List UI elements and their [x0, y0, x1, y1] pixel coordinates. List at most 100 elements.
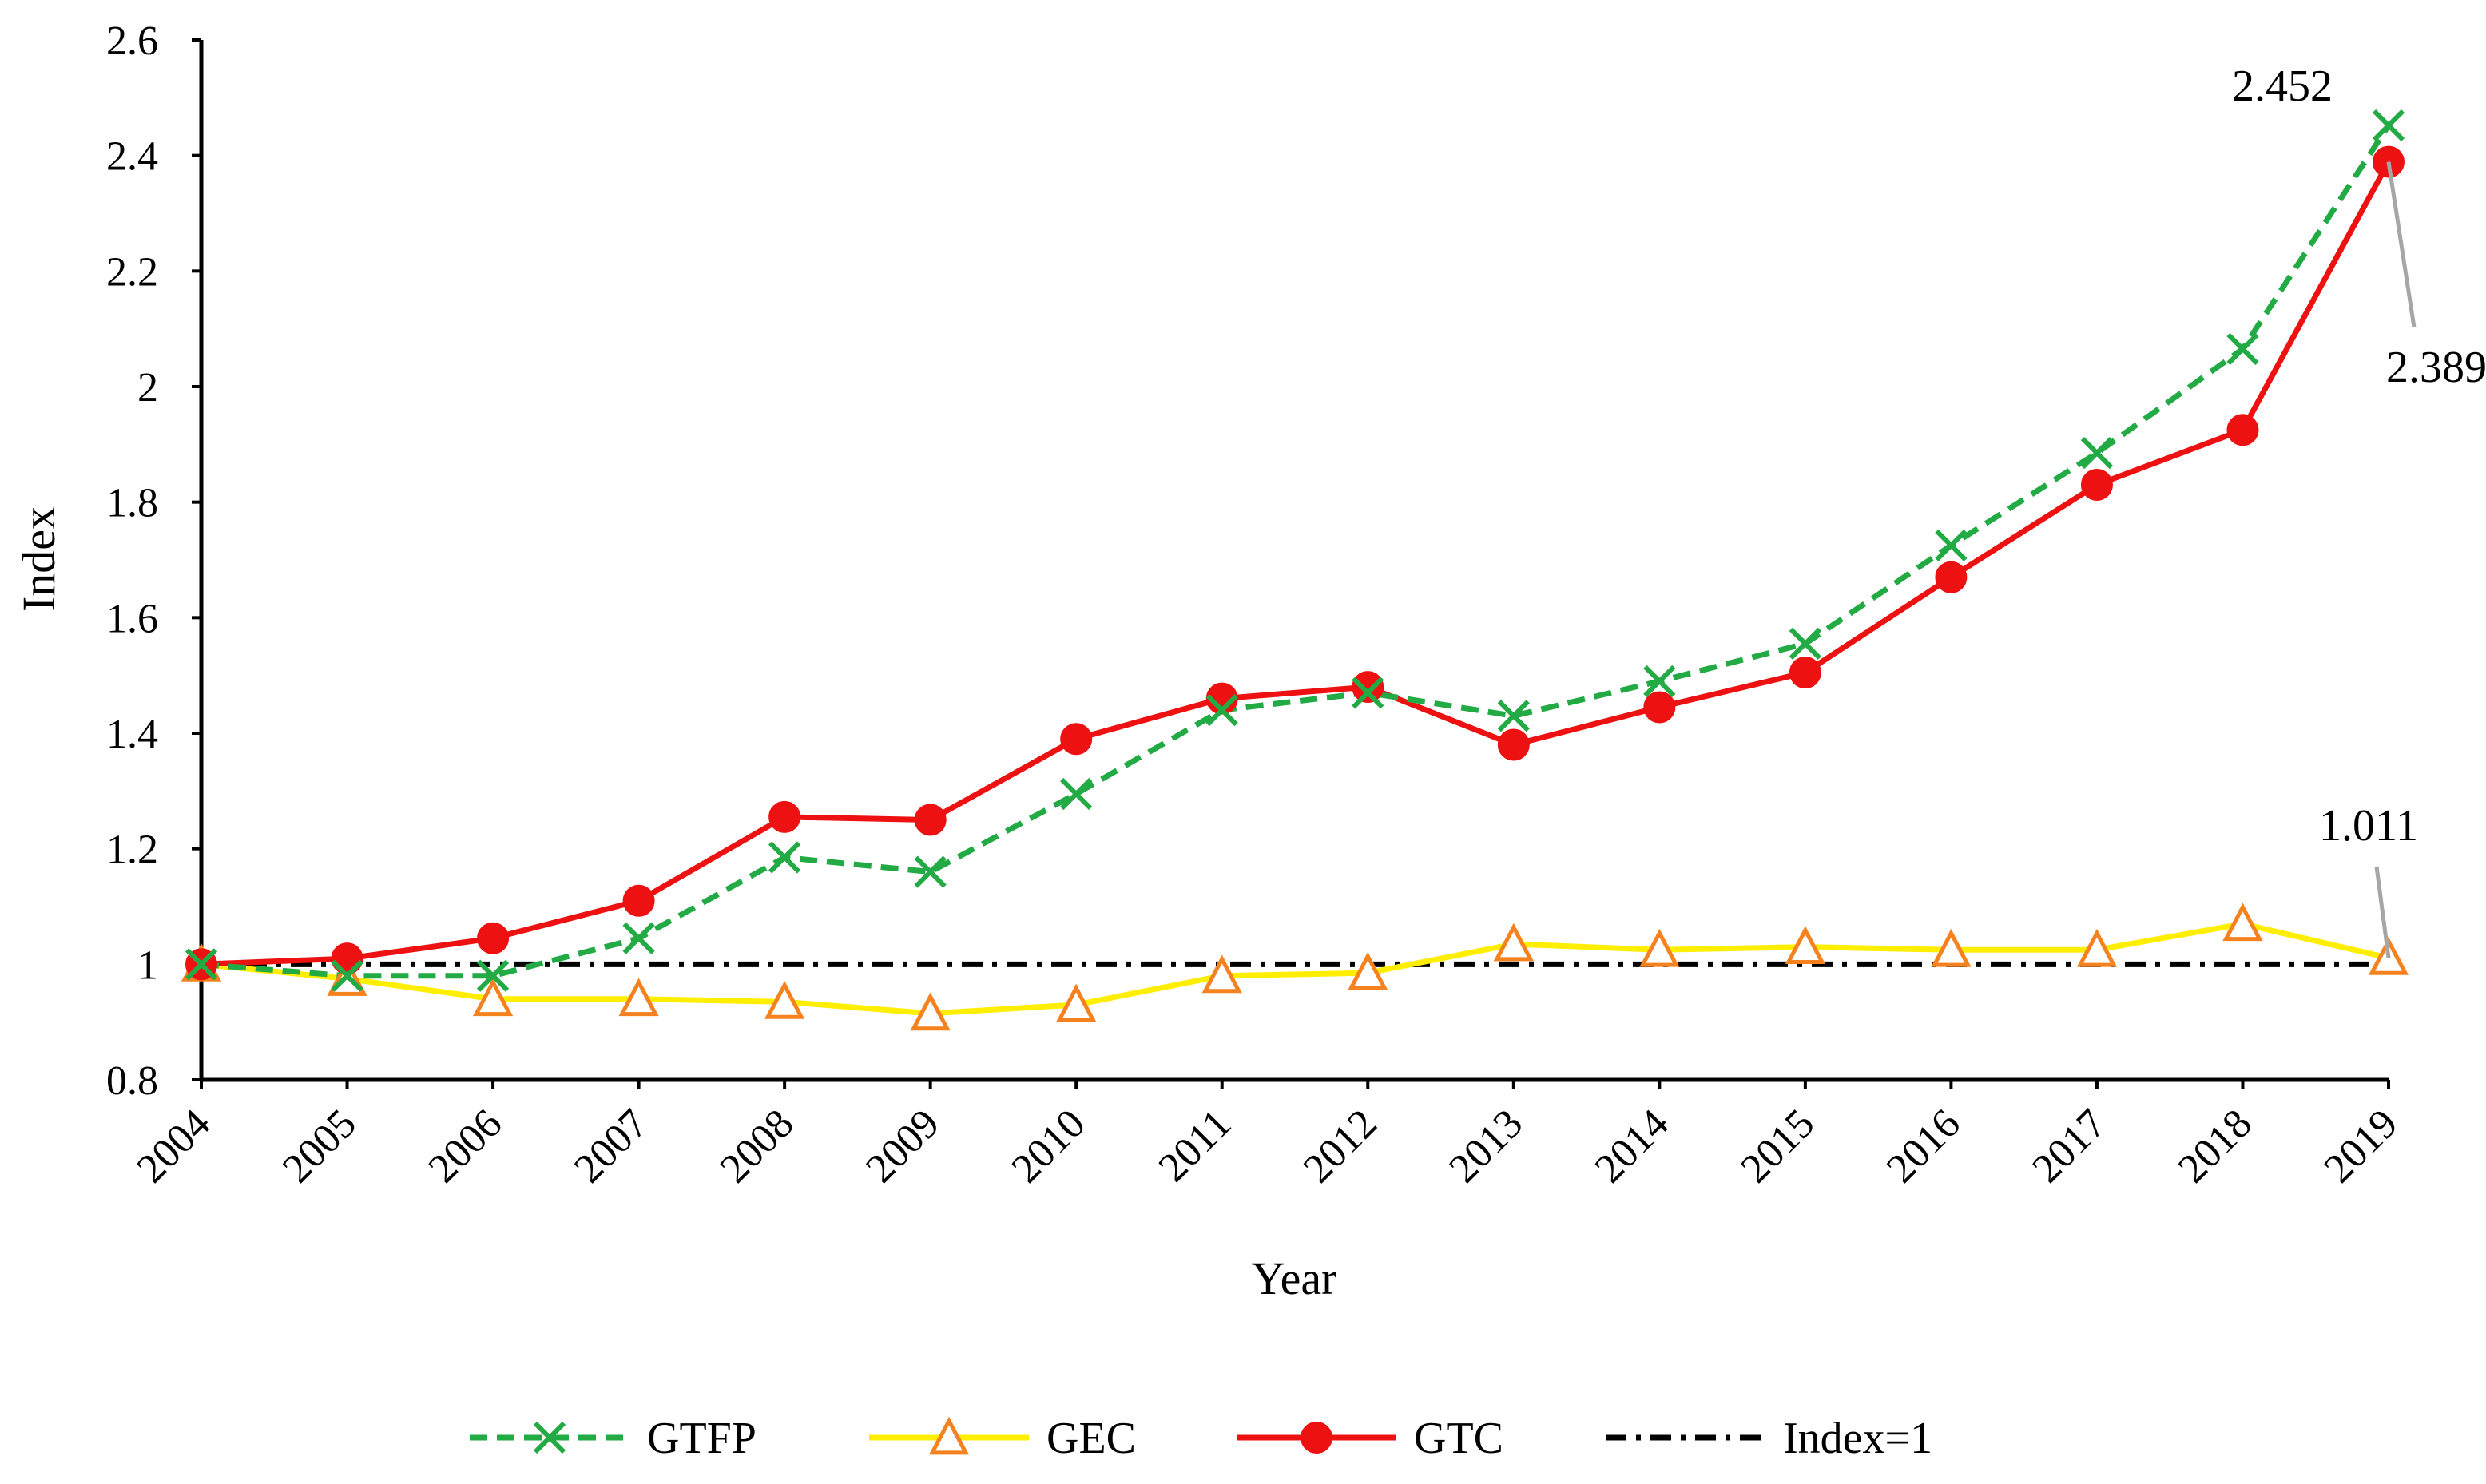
point-gtc-2018	[2226, 414, 2259, 446]
point-gtfp-2018	[2226, 332, 2259, 366]
y-tick-label: 0.8	[106, 1058, 158, 1104]
legend-label-gtc: GTC	[1414, 1414, 1503, 1463]
point-gtfp-2019-stroke-b	[2372, 109, 2405, 142]
y-tick-label: 1.6	[106, 596, 158, 641]
point-gtfp-2012	[1352, 677, 1384, 709]
point-gtc-2017	[2080, 468, 2113, 501]
x-axis-title: Year	[1252, 1252, 1337, 1304]
legend: GTFP GEC GTC Index=1	[470, 1414, 1932, 1463]
data-label-gtc-2019: 2.389	[2386, 343, 2486, 392]
point-gtc-2012	[1352, 671, 1384, 704]
x-tick-label: 2006	[420, 1101, 511, 1192]
point-gtc-2013	[1497, 728, 1530, 761]
x-tick-label: 2005	[274, 1101, 365, 1192]
point-gtfp-2005-stroke-b	[331, 959, 363, 992]
point-gtc-2006	[477, 922, 510, 954]
y-tick-label: 1.4	[106, 712, 158, 757]
legend-swatch-marker-gtc	[1301, 1422, 1332, 1454]
point-gec-2016	[1931, 928, 1972, 967]
x-tick-label: 2016	[1878, 1101, 1969, 1192]
y-tick-label: 1	[137, 942, 158, 988]
point-gtfp-2015	[1789, 627, 1821, 661]
x-tick-label: 2007	[566, 1101, 657, 1192]
data-label-gec-2019: 1.011	[2319, 801, 2418, 851]
point-gtfp-2007-stroke-b	[622, 922, 655, 954]
annotation-leader-gec	[2374, 866, 2391, 958]
x-tick-label: 2009	[857, 1101, 948, 1192]
point-gtfp-2010	[1060, 777, 1093, 811]
annotations-group: 2.452 2.389 1.011	[2232, 62, 2486, 958]
x-tick-label: 2015	[1733, 1101, 1824, 1192]
point-gtfp-2019	[2372, 109, 2405, 142]
point-gtfp-2004	[185, 948, 218, 981]
point-gtfp-2009	[914, 855, 947, 888]
y-axis-title: Index	[13, 506, 65, 612]
legend-item-index-1: Index=1	[1606, 1414, 1932, 1463]
point-gtfp-2010-stroke-b	[1060, 777, 1093, 811]
point-gtc-2007	[622, 884, 655, 917]
point-gtfp-2011	[1205, 693, 1238, 727]
axes-group: 0.8 1 1.2 1.4 1.6 1.8 2 2.2 2.4 2.6 2004 2005 2006 20…	[13, 18, 2406, 1304]
point-gtc-2015	[1789, 657, 1821, 689]
series-line-gtc	[201, 160, 2392, 967]
legend-label-gtfp: GTFP	[647, 1414, 757, 1463]
legend-label-gec: GEC	[1046, 1414, 1136, 1463]
legend-swatch-marker-gec	[928, 1416, 970, 1455]
point-gec-2017	[2076, 928, 2118, 967]
x-tick-label: 2019	[2316, 1101, 2407, 1192]
point-gec-2015	[1785, 926, 1826, 965]
point-gtfp-2008-stroke-b	[768, 841, 801, 874]
point-gtfp-2017-stroke-b	[2080, 437, 2114, 470]
point-gtc-2011	[1205, 682, 1238, 715]
point-gec-2007	[618, 978, 659, 1017]
point-gtc-2016	[1935, 561, 1968, 593]
point-gtc-2005	[331, 942, 363, 975]
point-gtfp-2014-stroke-b	[1643, 665, 1676, 698]
data-label-gtfp-2019: 2.452	[2232, 62, 2333, 111]
x-tick-label: 2010	[1003, 1101, 1094, 1192]
legend-item-gtc: GTC	[1237, 1414, 1503, 1463]
legend-swatch-marker-gtfp	[533, 1421, 566, 1454]
point-gtfp-2004-stroke-b	[185, 948, 218, 981]
point-gec-2013	[1493, 923, 1534, 962]
point-gtfp-2013	[1497, 700, 1530, 732]
point-gtfp-2005	[331, 959, 363, 992]
x-tick-label: 2008	[712, 1101, 803, 1192]
point-gtfp-2018-stroke-b	[2226, 332, 2259, 366]
y-tick-label: 2.2	[106, 249, 158, 295]
y-tick-label: 1.2	[106, 827, 158, 873]
point-gtc-2009	[914, 804, 947, 836]
point-gtfp-2013-stroke-b	[1497, 700, 1530, 732]
point-gtc-2014	[1643, 691, 1676, 724]
legend-label-index-1: Index=1	[1783, 1414, 1932, 1463]
legend-swatch-marker-gtfp-stroke-b	[533, 1421, 566, 1454]
x-tick-label: 2013	[1440, 1101, 1531, 1192]
point-gtfp-2006-stroke-b	[476, 959, 510, 992]
legend-item-gtfp: GTFP	[470, 1414, 757, 1463]
x-tick-label: 2012	[1295, 1101, 1386, 1192]
point-gtfp-2014	[1643, 665, 1676, 698]
series-group	[201, 124, 2392, 1017]
point-gtfp-2016-stroke-b	[1935, 529, 1968, 562]
x-tick-label: 2011	[1150, 1101, 1240, 1190]
point-gec-2011	[1201, 954, 1242, 994]
point-gec-2012	[1348, 951, 1388, 990]
point-gtfp-2016	[1935, 529, 1968, 562]
x-tick-label: 2004	[129, 1101, 220, 1192]
point-gtfp-2015-stroke-b	[1789, 627, 1821, 661]
point-gtfp-2017	[2080, 437, 2114, 470]
point-gec-2018	[2222, 903, 2263, 942]
point-gtfp-2007	[622, 922, 655, 954]
y-tick-label: 1.8	[106, 481, 158, 526]
y-tick-label: 2	[137, 365, 158, 411]
point-gtc-2008	[768, 800, 801, 833]
x-tick-label: 2017	[2024, 1101, 2115, 1192]
legend-item-gec: GEC	[869, 1414, 1136, 1463]
point-gec-2009	[910, 992, 951, 1031]
series-line-gtfp	[201, 124, 2391, 979]
x-tick-label: 2018	[2170, 1101, 2261, 1192]
point-gec-2014	[1639, 928, 1680, 967]
markers-group	[181, 109, 2409, 1031]
